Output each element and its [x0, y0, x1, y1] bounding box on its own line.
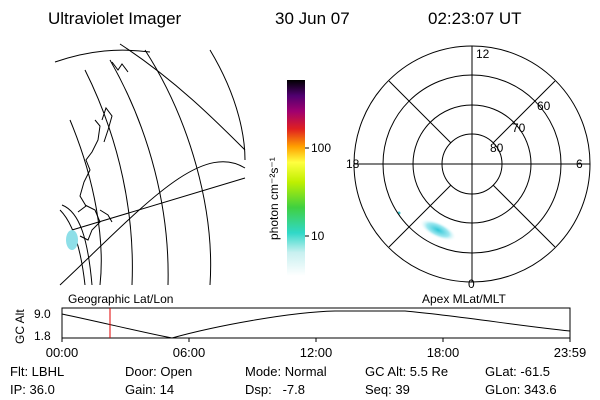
time-label: 00:00	[46, 345, 79, 360]
instrument-title: Ultraviolet Imager	[48, 9, 182, 28]
footer-field: Flt: LBHL	[10, 364, 64, 379]
mlat-label: 80	[490, 141, 504, 155]
time-label: 23:59	[554, 345, 587, 360]
colorbar-unit: photon cm⁻²s⁻¹	[267, 157, 281, 240]
time-label: 18:00	[427, 345, 460, 360]
footer-field: GLat: -61.5	[485, 364, 550, 379]
time-label: 12:00	[300, 345, 333, 360]
mlt-label: 12	[476, 47, 490, 61]
polar-plot	[353, 45, 591, 283]
footer-field: Door: Open	[125, 364, 192, 379]
colorbar	[287, 80, 305, 276]
colorbar-label: 10	[311, 229, 325, 243]
altitude-plot	[61, 307, 571, 339]
colorbar-label: 100	[311, 141, 331, 155]
altitude-axis-label: GC Alt	[13, 309, 27, 344]
mlt-label: 6	[576, 157, 583, 171]
footer-field: Seq: 39	[365, 382, 410, 397]
altitude-curve	[61, 310, 571, 339]
footer-field: GLon: 343.6	[485, 382, 557, 397]
footer-field: IP: 36.0	[10, 382, 55, 397]
altitude-y-label: 1.8	[34, 329, 51, 343]
mlt-label: 18	[346, 157, 360, 171]
time: 02:23:07 UT	[428, 9, 522, 28]
mlat-label: 70	[512, 121, 526, 135]
map-label: Apex MLat/MLT	[422, 292, 506, 306]
geographic-map	[54, 43, 246, 286]
map-label: Geographic Lat/Lon	[68, 292, 173, 306]
footer-field: GC Alt: 5.5 Re	[365, 364, 448, 379]
mlt-label: 0	[468, 277, 475, 291]
time-label: 06:00	[173, 345, 206, 360]
mlat-label: 60	[537, 99, 551, 113]
altitude-y-label: 9.0	[34, 307, 51, 321]
footer-field: Dsp: -7.8	[245, 382, 305, 397]
footer-field: Gain: 14	[125, 382, 174, 397]
date: 30 Jun 07	[275, 9, 350, 28]
footer-field: Mode: Normal	[245, 364, 327, 379]
